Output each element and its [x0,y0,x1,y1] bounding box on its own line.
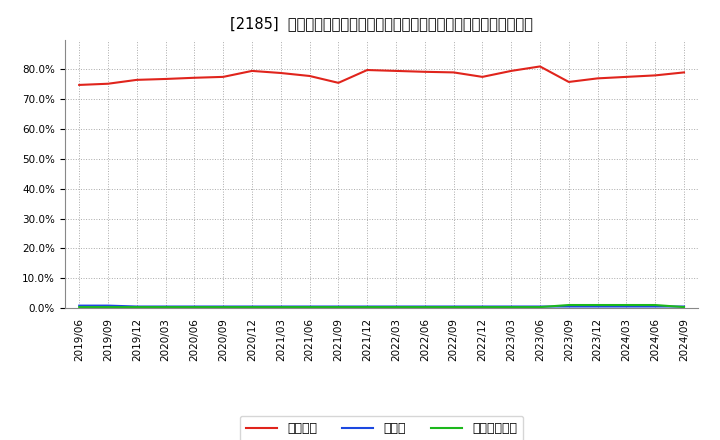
自己資本 [507,68,516,73]
繰延税金資産 [363,304,372,310]
自己資本 [478,74,487,80]
自己資本 [564,79,573,84]
自己資本 [392,68,400,73]
自己資本 [75,82,84,88]
Line: のれん: のれん [79,306,684,307]
自己資本 [161,76,170,81]
繰延税金資産 [334,304,343,310]
繰延税金資産 [507,304,516,310]
のれん [305,304,314,309]
のれん [334,304,343,309]
Line: 繰延税金資産: 繰延税金資産 [79,305,684,307]
のれん [507,304,516,309]
自己資本 [248,68,256,73]
自己資本 [593,76,602,81]
繰延税金資産 [651,302,660,308]
自己資本 [305,73,314,79]
繰延税金資産 [478,304,487,310]
繰延税金資産 [536,304,544,310]
繰延税金資産 [248,304,256,310]
のれん [363,304,372,309]
のれん [276,304,285,309]
のれん [132,304,141,309]
自己資本 [680,70,688,75]
自己資本 [132,77,141,82]
のれん [564,304,573,309]
自己資本 [276,70,285,76]
Legend: 自己資本, のれん, 繰延税金資産: 自己資本, のれん, 繰延税金資産 [240,416,523,440]
のれん [75,303,84,308]
自己資本 [622,74,631,80]
繰延税金資産 [449,304,458,310]
のれん [219,304,228,309]
繰延税金資産 [161,304,170,310]
のれん [478,304,487,309]
のれん [536,304,544,309]
のれん [622,304,631,309]
のれん [593,304,602,309]
Title: [2185]  自己資本、のれん、繰延税金資産の総資産に対する比率の推移: [2185] 自己資本、のれん、繰延税金資産の総資産に対する比率の推移 [230,16,533,32]
のれん [190,304,199,309]
のれん [651,304,660,309]
繰延税金資産 [190,304,199,310]
繰延税金資産 [219,304,228,310]
のれん [104,303,112,308]
自己資本 [536,64,544,69]
繰延税金資産 [593,302,602,308]
自己資本 [219,74,228,80]
繰延税金資産 [420,304,429,310]
のれん [449,304,458,309]
自己資本 [190,75,199,81]
自己資本 [651,73,660,78]
繰延税金資産 [132,304,141,310]
繰延税金資産 [680,304,688,310]
繰延税金資産 [305,304,314,310]
繰延税金資産 [622,302,631,308]
自己資本 [420,69,429,74]
Line: 自己資本: 自己資本 [79,66,684,85]
繰延税金資産 [564,302,573,308]
自己資本 [449,70,458,75]
繰延税金資産 [276,304,285,310]
自己資本 [334,80,343,85]
繰延税金資産 [392,304,400,310]
繰延税金資産 [75,304,84,310]
のれん [680,304,688,309]
のれん [161,304,170,309]
自己資本 [363,67,372,73]
のれん [248,304,256,309]
のれん [392,304,400,309]
繰延税金資産 [104,304,112,310]
自己資本 [104,81,112,86]
のれん [420,304,429,309]
